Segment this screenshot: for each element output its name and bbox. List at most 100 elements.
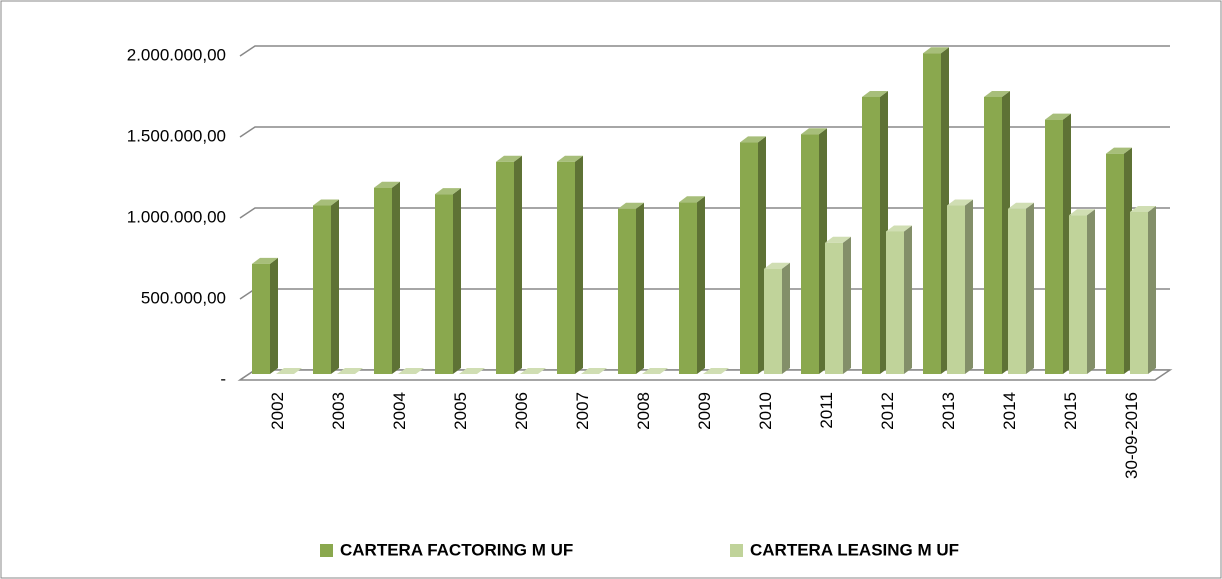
bar-top	[581, 368, 607, 374]
x-tick-label: 2014	[1000, 392, 1019, 430]
x-tick-label: 2013	[939, 392, 958, 430]
bar-3d	[679, 196, 705, 374]
bar-top	[1008, 202, 1034, 209]
bar	[764, 268, 782, 374]
legend-swatch	[730, 544, 743, 557]
bar-3d	[801, 128, 827, 374]
bar	[947, 205, 965, 374]
bar	[679, 202, 697, 374]
y-tick-label: -	[220, 369, 226, 388]
bar-3d	[252, 257, 278, 374]
bar-top	[764, 262, 790, 269]
bar-top	[398, 368, 424, 374]
bar-3d	[374, 181, 400, 374]
bar-top	[496, 155, 522, 162]
bar-top	[520, 368, 546, 374]
bar-side	[1148, 206, 1156, 374]
bar-top	[1106, 147, 1132, 154]
bar-3d	[740, 136, 766, 374]
y-tick-label: 500.000,00	[141, 288, 226, 307]
bar	[886, 231, 904, 374]
grid-line	[239, 45, 1170, 57]
bar-top	[435, 188, 461, 195]
bar-top	[1069, 209, 1095, 216]
bar	[557, 161, 575, 374]
y-tick-label: 1.000.000,00	[127, 207, 226, 226]
bar-3d	[313, 199, 339, 374]
x-tick-label: 2003	[329, 392, 348, 430]
x-tick-label: 2006	[512, 392, 531, 430]
bar	[374, 187, 392, 374]
bar-3d	[1008, 202, 1034, 374]
x-tick-label: 2010	[756, 392, 775, 430]
bar-3d	[923, 47, 949, 375]
bar-3d	[496, 155, 522, 374]
bar-side	[392, 181, 400, 374]
bar-top	[642, 368, 668, 374]
bar	[740, 142, 758, 374]
bar-3d	[459, 368, 485, 374]
bar-top	[1130, 206, 1156, 212]
x-tick-label: 2008	[634, 392, 653, 430]
x-tick-label: 2009	[695, 392, 714, 430]
bar-top	[862, 90, 888, 97]
bar-top	[679, 196, 705, 203]
bar-top	[459, 368, 485, 374]
bar	[801, 134, 819, 374]
bar-top	[703, 368, 729, 374]
bar-top	[886, 225, 912, 232]
bar-side	[514, 155, 522, 374]
bar	[1106, 153, 1124, 374]
x-tick-label: 2007	[573, 392, 592, 430]
legend-label: CARTERA FACTORING M UF	[340, 540, 573, 559]
bar-side	[904, 225, 912, 374]
bar-3d	[520, 368, 546, 374]
x-tick-label: 2005	[451, 392, 470, 430]
bar-3d	[618, 202, 644, 374]
bar-3d	[1045, 113, 1071, 374]
bar-top	[557, 155, 583, 162]
bar-3d	[337, 368, 363, 374]
bar-top	[825, 236, 851, 243]
bar-3d	[862, 90, 888, 374]
bar	[1069, 215, 1087, 374]
bar-side	[575, 155, 583, 374]
bar-top	[1045, 113, 1071, 120]
bar-3d	[557, 155, 583, 374]
bar-top	[252, 257, 278, 264]
x-tick-label: 2002	[268, 392, 287, 430]
x-tick-label: 30-09-2016	[1122, 392, 1141, 479]
bar-top	[337, 368, 363, 374]
bar-side	[1087, 209, 1095, 374]
bar	[825, 242, 843, 374]
bar-3d	[886, 225, 912, 374]
bar	[313, 205, 331, 374]
x-tick-label: 2004	[390, 392, 409, 430]
y-tick-label: 2.000.000,00	[127, 45, 226, 64]
legend-label: CARTERA LEASING M UF	[750, 540, 959, 559]
bar-top	[801, 128, 827, 135]
bar	[1130, 212, 1148, 374]
bar-side	[697, 196, 705, 374]
bar	[435, 194, 453, 374]
x-tick-label: 2011	[817, 392, 836, 429]
bar	[984, 96, 1002, 374]
bar-top	[984, 90, 1010, 97]
bar-top	[618, 202, 644, 209]
bar	[923, 53, 941, 375]
bar-top	[923, 47, 949, 54]
bar	[1045, 119, 1063, 374]
bar	[496, 161, 514, 374]
bar-top	[740, 136, 766, 143]
bar-side	[270, 257, 278, 374]
bar-3d	[984, 90, 1010, 374]
bar-3d	[1069, 209, 1095, 374]
bar-side	[453, 188, 461, 374]
bar	[618, 208, 636, 374]
bar-3d	[764, 262, 790, 374]
bar-top	[374, 181, 400, 188]
bar-3d	[435, 188, 461, 374]
bar	[862, 96, 880, 374]
bar-top	[313, 199, 339, 206]
